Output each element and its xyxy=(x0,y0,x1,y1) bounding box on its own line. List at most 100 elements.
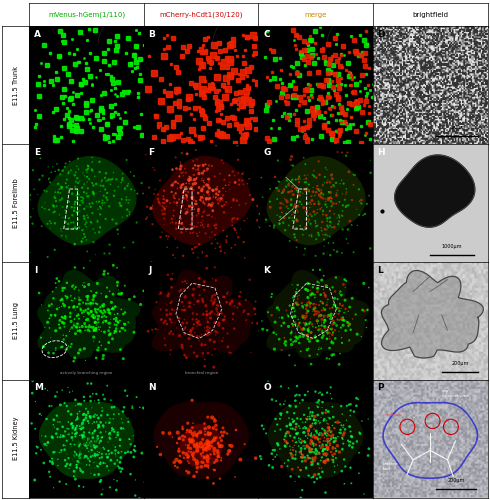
Point xyxy=(320,434,328,442)
Point xyxy=(114,431,122,439)
Point xyxy=(178,180,186,188)
Point xyxy=(81,356,89,364)
Point xyxy=(199,222,207,230)
Point xyxy=(108,175,116,183)
Text: C: C xyxy=(263,30,270,39)
Point xyxy=(237,456,245,464)
Point xyxy=(349,181,357,189)
Point xyxy=(212,194,220,202)
Point xyxy=(49,448,57,456)
Point xyxy=(362,316,369,324)
Point xyxy=(131,476,139,484)
Point xyxy=(72,330,79,338)
Point xyxy=(276,445,284,453)
Point xyxy=(163,300,171,308)
Point xyxy=(56,316,64,324)
Point xyxy=(190,472,198,480)
Point xyxy=(302,305,310,313)
Point xyxy=(98,202,106,209)
Point xyxy=(41,323,49,331)
Point xyxy=(323,354,331,362)
Point xyxy=(307,431,315,439)
Point xyxy=(321,428,329,436)
Point xyxy=(211,434,219,442)
Point xyxy=(190,455,198,463)
Point xyxy=(320,319,328,327)
Point xyxy=(348,221,356,229)
Point xyxy=(37,334,45,342)
Point xyxy=(68,324,76,332)
Point xyxy=(84,184,92,192)
Point xyxy=(289,322,297,330)
Point xyxy=(359,306,367,314)
Point xyxy=(289,216,296,224)
Point xyxy=(7,440,15,448)
Point xyxy=(335,316,343,324)
Point xyxy=(76,304,84,312)
Point xyxy=(315,417,322,425)
Point xyxy=(313,429,321,437)
Point xyxy=(183,319,191,327)
Point xyxy=(100,328,108,336)
Point xyxy=(61,163,69,171)
Point xyxy=(103,196,111,204)
Point xyxy=(292,337,299,345)
Point xyxy=(284,188,292,196)
Point xyxy=(320,291,328,299)
Point xyxy=(111,303,119,311)
Point xyxy=(315,322,323,330)
Point xyxy=(90,192,98,200)
Point xyxy=(76,422,84,430)
Point xyxy=(219,202,226,210)
Point xyxy=(295,172,303,180)
Point xyxy=(340,280,347,288)
Point xyxy=(80,410,88,418)
Point xyxy=(209,292,217,300)
Point xyxy=(181,316,189,324)
Point xyxy=(194,464,201,471)
Point xyxy=(205,430,213,438)
Point xyxy=(188,176,196,184)
Point xyxy=(198,248,206,256)
Point xyxy=(319,250,327,258)
Point xyxy=(164,235,171,243)
Point xyxy=(276,400,284,408)
Point xyxy=(121,326,129,334)
Point xyxy=(305,298,313,306)
Point xyxy=(154,326,162,334)
Point xyxy=(211,417,219,425)
Point xyxy=(212,236,220,244)
Point xyxy=(273,304,281,312)
Point xyxy=(329,328,337,336)
Point xyxy=(303,171,311,179)
Point xyxy=(188,218,196,226)
Point xyxy=(70,302,78,310)
Point xyxy=(180,224,188,232)
Point xyxy=(284,312,292,320)
Point xyxy=(160,196,168,203)
Point xyxy=(105,450,113,458)
Point xyxy=(193,174,201,182)
Point xyxy=(341,284,349,292)
Point xyxy=(141,478,148,486)
Point xyxy=(96,323,104,331)
Point xyxy=(255,210,263,218)
Point xyxy=(214,440,222,448)
Point xyxy=(94,318,101,326)
Point xyxy=(201,446,209,454)
Point xyxy=(149,483,157,491)
Point xyxy=(321,164,329,172)
Point xyxy=(324,408,332,416)
Point xyxy=(335,310,343,318)
Circle shape xyxy=(181,424,222,467)
Point xyxy=(329,330,337,338)
Point xyxy=(78,193,86,201)
Point xyxy=(296,304,304,312)
Point xyxy=(189,202,197,209)
Point xyxy=(203,264,211,272)
Point xyxy=(84,326,92,334)
Point xyxy=(218,454,225,462)
Point xyxy=(186,435,194,443)
Point xyxy=(293,430,301,438)
Point xyxy=(210,298,218,306)
